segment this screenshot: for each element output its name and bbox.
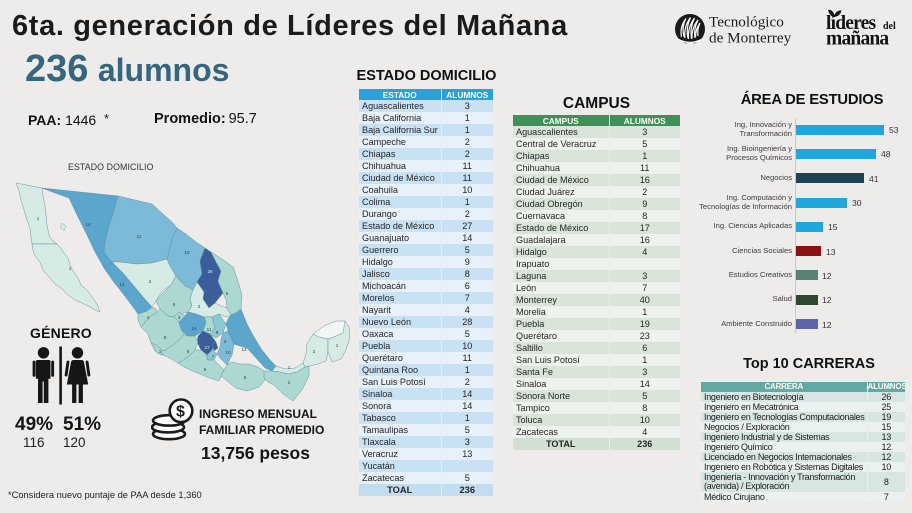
svg-text:11: 11 <box>207 327 212 332</box>
svg-text:9: 9 <box>216 330 219 335</box>
svg-text:2: 2 <box>198 304 201 309</box>
svg-text:7: 7 <box>212 354 215 359</box>
svg-text:2: 2 <box>288 380 291 385</box>
svg-text:5: 5 <box>244 375 247 380</box>
svg-text:1: 1 <box>336 343 339 348</box>
svg-text:mañana: mañana <box>826 29 889 49</box>
svg-text:10: 10 <box>184 250 190 255</box>
svg-text:3: 3 <box>224 339 227 344</box>
svg-text:Tecnológico: Tecnológico <box>709 14 784 31</box>
svg-text:28: 28 <box>207 269 213 274</box>
svg-text:3: 3 <box>178 315 181 320</box>
svg-text:8: 8 <box>164 335 167 340</box>
svg-text:1: 1 <box>37 216 40 221</box>
svg-text:$: $ <box>176 404 185 421</box>
svg-text:10: 10 <box>225 350 231 355</box>
svg-text:de Monterrey: de Monterrey <box>709 30 792 47</box>
svg-text:6: 6 <box>187 349 190 354</box>
svg-text:14: 14 <box>85 222 91 227</box>
svg-text:14: 14 <box>119 282 125 287</box>
svg-text:del: del <box>883 21 896 32</box>
svg-text:5: 5 <box>204 367 207 372</box>
svg-text:2: 2 <box>149 279 152 284</box>
svg-text:11: 11 <box>137 234 142 239</box>
svg-text:1: 1 <box>288 365 291 370</box>
svg-text:5: 5 <box>226 291 229 296</box>
svg-text:13: 13 <box>241 347 247 352</box>
svg-text:1: 1 <box>69 266 72 271</box>
svg-text:1: 1 <box>159 349 162 354</box>
svg-text:líderes: líderes <box>826 13 876 34</box>
svg-text:4: 4 <box>147 315 150 320</box>
svg-text:14: 14 <box>191 326 197 331</box>
svg-text:2: 2 <box>313 349 316 354</box>
svg-text:27: 27 <box>204 345 210 350</box>
svg-text:5: 5 <box>173 302 176 307</box>
